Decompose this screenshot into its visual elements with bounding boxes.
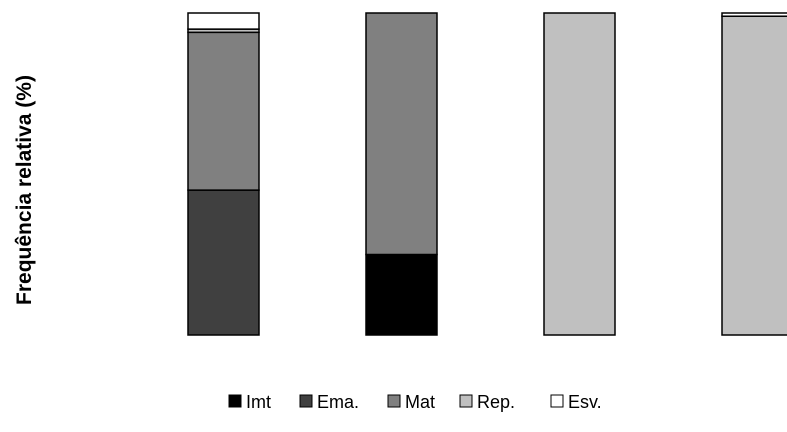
legend-label-esv: Esv. (568, 392, 602, 412)
bars (187, 12, 787, 336)
bar-segment-esv-1 (187, 12, 260, 30)
legend-label-imt: Imt (246, 392, 271, 412)
bar-segment-rep-3 (543, 12, 616, 336)
y-axis-label-group: Frequência relativa (%) (13, 75, 36, 305)
legend-label-mat: Mat (405, 392, 435, 412)
legend-swatch-mat (387, 394, 401, 408)
legend-swatch-ema (299, 394, 313, 408)
legend-label-rep: Rep. (477, 392, 515, 412)
legend-label-ema: Ema. (317, 392, 359, 412)
bar-segment-rep-4 (721, 15, 787, 336)
bar-segment-mat-2 (365, 12, 438, 256)
legend-swatch-esv (550, 394, 564, 408)
bar-segment-imt-2 (365, 253, 438, 336)
legend: Imt Ema. Mat Rep. Esv. (228, 392, 602, 412)
y-axis-label: Frequência relativa (%) (13, 75, 36, 305)
bar-segment-mat-1 (187, 31, 260, 191)
bar-segment-esv-4 (721, 12, 787, 17)
bar-segment-ema-1 (187, 189, 260, 336)
legend-swatch-rep (459, 394, 473, 408)
legend-swatch-imt (228, 394, 242, 408)
